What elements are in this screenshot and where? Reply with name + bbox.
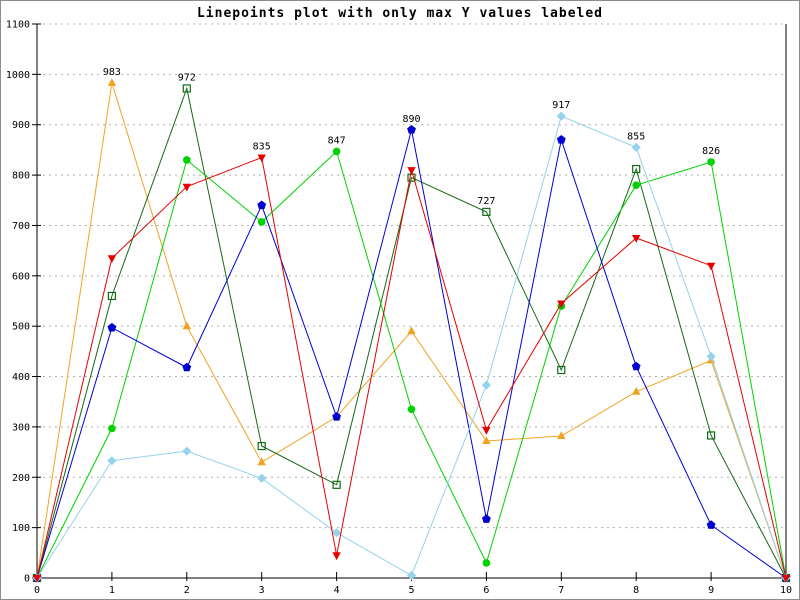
marker-triangle-up xyxy=(557,431,566,439)
marker-diamond xyxy=(107,456,117,466)
x-tick-label: 4 xyxy=(334,585,340,596)
dark-green-square-series-line xyxy=(36,86,787,579)
y-tick-label: 800 xyxy=(12,171,30,182)
marker-triangle-down xyxy=(482,426,491,435)
marker-circle xyxy=(183,156,191,164)
y-tick-label: 500 xyxy=(12,322,30,333)
marker-open-square xyxy=(332,480,341,489)
y-tick-label: 600 xyxy=(12,271,30,282)
marker-circle xyxy=(707,158,715,166)
x-tick-label: 6 xyxy=(483,585,489,596)
marker-triangle-down xyxy=(107,255,117,263)
point-label: 847 xyxy=(328,135,346,146)
marker-diamond xyxy=(706,351,716,361)
marker-diamond xyxy=(631,142,641,152)
marker-diamond xyxy=(556,111,566,121)
y-tick-label: 0 xyxy=(24,574,30,585)
marker-pentagon xyxy=(556,135,566,144)
x-tick-label: 7 xyxy=(558,585,564,596)
x-tick-label: 2 xyxy=(184,585,190,596)
marker-circle xyxy=(257,218,266,226)
y-tick-label: 200 xyxy=(12,473,30,484)
y-tick-label: 1000 xyxy=(6,70,30,81)
marker-circle xyxy=(407,405,416,414)
marker-triangle-down xyxy=(32,575,42,583)
marker-triangle-up xyxy=(182,321,191,330)
marker-open-square xyxy=(107,291,117,301)
marker-pentagon xyxy=(631,361,641,371)
x-tick-label: 8 xyxy=(633,585,639,596)
marker-triangle-up xyxy=(407,326,416,335)
marker-triangle-down xyxy=(557,300,566,309)
marker-pentagon xyxy=(182,362,192,372)
marker-triangle-down xyxy=(332,552,341,561)
marker-open-square xyxy=(632,164,641,174)
point-label: 972 xyxy=(178,72,196,83)
marker-triangle-up xyxy=(107,78,117,86)
x-tick-label: 3 xyxy=(259,585,265,596)
x-tick-label: 10 xyxy=(780,585,792,596)
marker-diamond xyxy=(332,528,342,538)
y-tick-label: 900 xyxy=(12,120,30,131)
point-label: 917 xyxy=(552,100,570,111)
marker-triangle-down xyxy=(257,154,266,163)
marker-triangle-down xyxy=(781,575,791,583)
marker-pentagon xyxy=(482,514,491,523)
x-tick-label: 5 xyxy=(408,585,414,596)
point-label: 983 xyxy=(103,67,121,78)
red-triangle-down-series-line xyxy=(36,156,787,579)
marker-circle xyxy=(332,147,341,156)
marker-pentagon xyxy=(332,412,341,421)
y-tick-label: 1100 xyxy=(6,20,30,31)
marker-pentagon xyxy=(407,125,416,134)
x-tick-label: 0 xyxy=(34,585,40,596)
point-label: 835 xyxy=(253,141,271,152)
x-tick-label: 9 xyxy=(708,585,714,596)
y-tick-label: 400 xyxy=(12,372,30,383)
marker-open-square xyxy=(482,207,491,216)
green-circle-series-line xyxy=(36,150,787,579)
marker-diamond xyxy=(481,380,491,390)
marker-triangle-up xyxy=(257,457,266,466)
marker-diamond xyxy=(257,473,267,483)
marker-triangle-down xyxy=(706,262,716,271)
marker-open-square xyxy=(557,365,566,375)
marker-pentagon xyxy=(107,322,117,332)
marker-triangle-down xyxy=(407,167,416,175)
marker-triangle-up xyxy=(482,436,491,444)
marker-open-square xyxy=(257,441,266,451)
marker-triangle-down xyxy=(182,183,191,192)
y-tick-label: 300 xyxy=(12,422,30,433)
marker-circle xyxy=(108,424,116,433)
marker-open-square xyxy=(706,431,716,440)
y-tick-label: 100 xyxy=(12,523,30,534)
point-label: 727 xyxy=(477,196,495,207)
marker-circle xyxy=(632,181,640,189)
marker-triangle-down xyxy=(632,235,641,243)
x-tick-label: 1 xyxy=(109,585,115,596)
marker-diamond xyxy=(182,446,192,456)
y-tick-label: 700 xyxy=(12,221,30,232)
chart-title: Linepoints plot with only max Y values l… xyxy=(196,6,604,21)
blue-pentagon-series-line xyxy=(36,129,787,579)
marker-pentagon xyxy=(257,200,267,210)
marker-diamond xyxy=(406,570,417,581)
point-label: 890 xyxy=(402,114,420,125)
marker-pentagon xyxy=(706,520,716,529)
marker-circle xyxy=(482,559,491,567)
point-label: 826 xyxy=(702,146,720,157)
marker-open-square xyxy=(182,84,191,93)
point-label: 855 xyxy=(627,131,645,142)
marker-triangle-up xyxy=(632,386,641,395)
